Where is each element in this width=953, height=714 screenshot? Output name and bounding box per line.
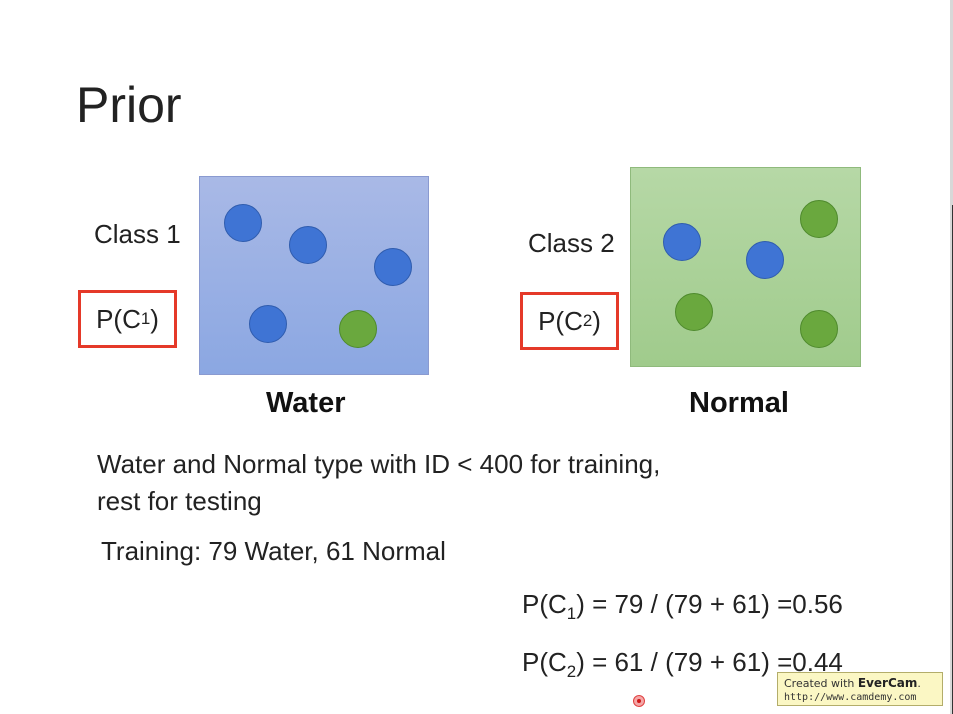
formula1-prefix: P(C	[522, 589, 567, 619]
description-line2: rest for testing	[97, 486, 262, 516]
class1-label: Class 1	[94, 219, 181, 249]
formula1-rest: ) = 79 / (79 + 61) =0.56	[576, 589, 843, 619]
formula2-prefix: P(C	[522, 647, 567, 677]
watermark-url: http://www.camdemy.com	[784, 692, 917, 703]
normal-sample-dot	[800, 200, 838, 238]
normal-panel	[630, 167, 861, 367]
water-sample-dot	[289, 226, 327, 264]
evercam-watermark: Created with EverCam. http://www.camdemy…	[777, 672, 943, 706]
class1-prior-prefix: P(C	[96, 303, 141, 334]
class2-prior-box: P(C 2)	[520, 292, 619, 350]
formula1-sub: 1	[566, 603, 577, 623]
water-panel	[199, 176, 429, 375]
water-sample-dot	[249, 305, 287, 343]
class1-prior-box: P(C 1)	[78, 290, 177, 348]
class1-prior-sub: 1	[140, 309, 151, 328]
normal-sample-dot	[675, 293, 713, 331]
normal-sample-dot	[800, 310, 838, 348]
watermark-suffix: .	[917, 677, 921, 690]
watermark-prefix: Created with	[784, 677, 858, 690]
water-caption: Water	[266, 387, 346, 419]
normal-caption: Normal	[689, 387, 789, 419]
class2-prior-suffix: )	[592, 305, 601, 336]
class1-prior-suffix: )	[150, 303, 159, 334]
class2-prior-sub: 2	[582, 311, 593, 330]
class2-prior-prefix: P(C	[538, 305, 583, 336]
normal-sample-dot	[339, 310, 377, 348]
slide-title: Prior	[76, 77, 182, 133]
water-sample-dot	[746, 241, 784, 279]
prior-formula-class1: P(C1) = 79 / (79 + 61) =0.56	[522, 589, 843, 624]
watermark-brand: EverCam	[857, 676, 918, 690]
class2-label: Class 2	[528, 228, 615, 258]
water-sample-dot	[224, 204, 262, 242]
training-counts: Training: 79 Water, 61 Normal	[101, 536, 446, 566]
prior-formula-class2: P(C2) = 61 / (79 + 61) =0.44	[522, 647, 843, 682]
slide-edge	[950, 0, 953, 714]
mouse-cursor-indicator	[633, 695, 645, 707]
water-sample-dot	[374, 248, 412, 286]
water-sample-dot	[663, 223, 701, 261]
description-line1: Water and Normal type with ID < 400 for …	[97, 449, 661, 479]
formula2-sub: 2	[566, 661, 577, 681]
